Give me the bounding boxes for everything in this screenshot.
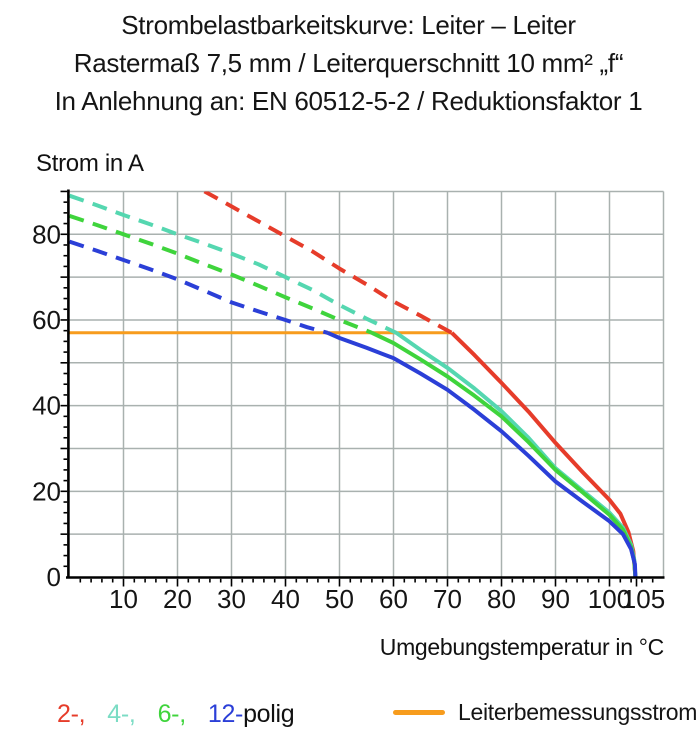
x-tick-label: 20: [163, 584, 192, 614]
curve-solid-12-polig: [326, 330, 638, 577]
curve-dashed-2-polig: [203, 191, 453, 335]
y-axis-title: Strom in A: [36, 150, 144, 177]
y-tick-label: 60: [32, 305, 61, 335]
x-axis-title: Umgebungstemperatur in °C: [379, 634, 665, 660]
x-tick-label: 40: [271, 584, 300, 614]
x-tick-label: 10: [109, 584, 138, 614]
pole-count-legend: 2-, 4-, 6-, 12- polig: [57, 700, 295, 729]
legend-entry-6polig: 6-,: [157, 700, 187, 728]
x-tick-label: 70: [433, 584, 462, 614]
rated-current-legend: Leiterbemessungsstrom: [393, 699, 697, 726]
grid: [69, 190, 665, 577]
legend-pole-suffix: polig: [243, 700, 295, 728]
x-tick-label: 100: [588, 584, 631, 614]
curve-dashed-6-polig: [69, 214, 373, 335]
x-tick-label: 60: [379, 584, 408, 614]
x-tick-label: 90: [541, 584, 570, 614]
curves: [69, 191, 638, 577]
curve-dashed-12-polig: [69, 239, 329, 335]
rated-current-swatch: [393, 710, 445, 715]
y-tick-label: 0: [47, 562, 61, 592]
x-tick-label: 80: [487, 584, 516, 614]
legend-entry-2polig: 2-,: [57, 700, 86, 728]
y-tick-label: 80: [32, 219, 61, 249]
curve-solid-4-polig: [395, 331, 638, 577]
chart-title-line1: Strombelastbarkeitskurve: Leiter – Leite…: [121, 10, 576, 40]
x-tick-label: 50: [325, 584, 354, 614]
x-tick-label: 30: [217, 584, 246, 614]
y-tick-label: 40: [32, 391, 61, 421]
legend-entry-4polig: 4-,: [107, 700, 136, 728]
y-tick-label: 20: [32, 476, 61, 506]
axes: [66, 189, 665, 579]
legend-entry-12polig: 12-: [207, 700, 244, 728]
chart-title-line3: In Anlehnung an: EN 60512-5-2 / Reduktio…: [54, 86, 643, 116]
ticks: [60, 190, 654, 587]
curve-dashed-4-polig: [69, 193, 398, 335]
chart-title-line2: Rastermaß 7,5 mm / Leiterquerschnitt 10 …: [73, 48, 624, 78]
x-tick-label: 105: [622, 584, 665, 614]
chart-title: Strombelastbarkeitskurve: Leiter – Leite…: [0, 6, 697, 120]
rated-current-label: Leiterbemessungsstrom: [458, 699, 697, 725]
